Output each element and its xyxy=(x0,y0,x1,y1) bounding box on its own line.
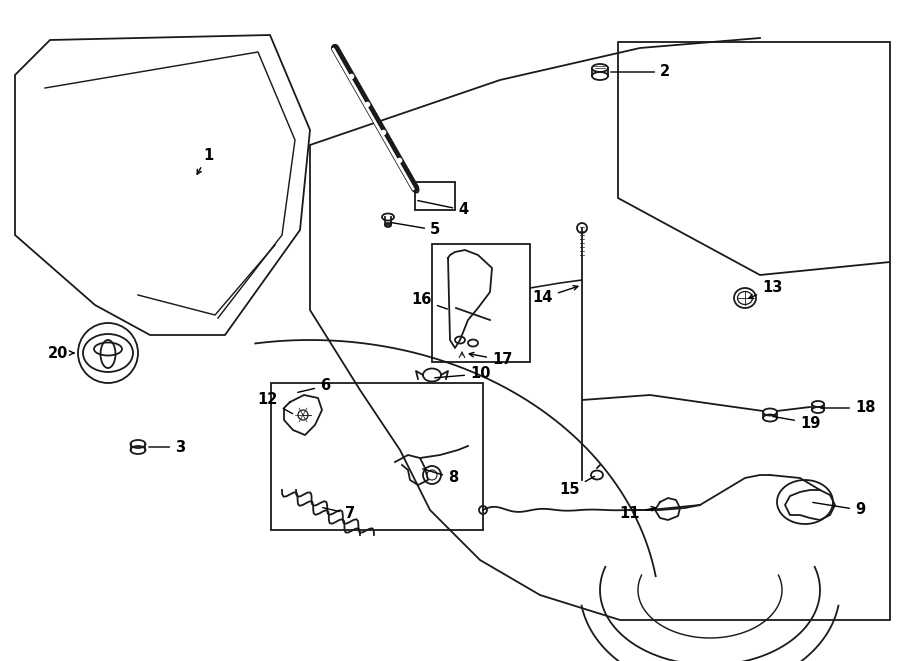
Text: 15: 15 xyxy=(560,477,595,498)
Text: 20: 20 xyxy=(48,346,74,360)
Bar xyxy=(271,383,483,530)
Text: 11: 11 xyxy=(619,506,656,520)
Text: 9: 9 xyxy=(813,502,865,518)
Text: 17: 17 xyxy=(469,352,512,368)
Text: 6: 6 xyxy=(298,379,330,393)
Text: 19: 19 xyxy=(773,416,821,430)
Text: 3: 3 xyxy=(148,440,185,455)
Bar xyxy=(415,182,455,210)
Text: 8: 8 xyxy=(423,469,458,485)
Text: 1: 1 xyxy=(197,147,213,175)
Text: 18: 18 xyxy=(821,401,876,416)
Text: 7: 7 xyxy=(323,506,356,522)
Text: 10: 10 xyxy=(435,366,491,381)
Bar xyxy=(432,244,530,362)
Text: 5: 5 xyxy=(391,223,440,237)
Text: 13: 13 xyxy=(749,280,782,299)
Text: 14: 14 xyxy=(533,286,578,305)
Text: 4: 4 xyxy=(418,200,468,217)
Text: 2: 2 xyxy=(611,65,670,79)
Text: 16: 16 xyxy=(411,293,447,309)
Text: 12: 12 xyxy=(257,393,292,414)
